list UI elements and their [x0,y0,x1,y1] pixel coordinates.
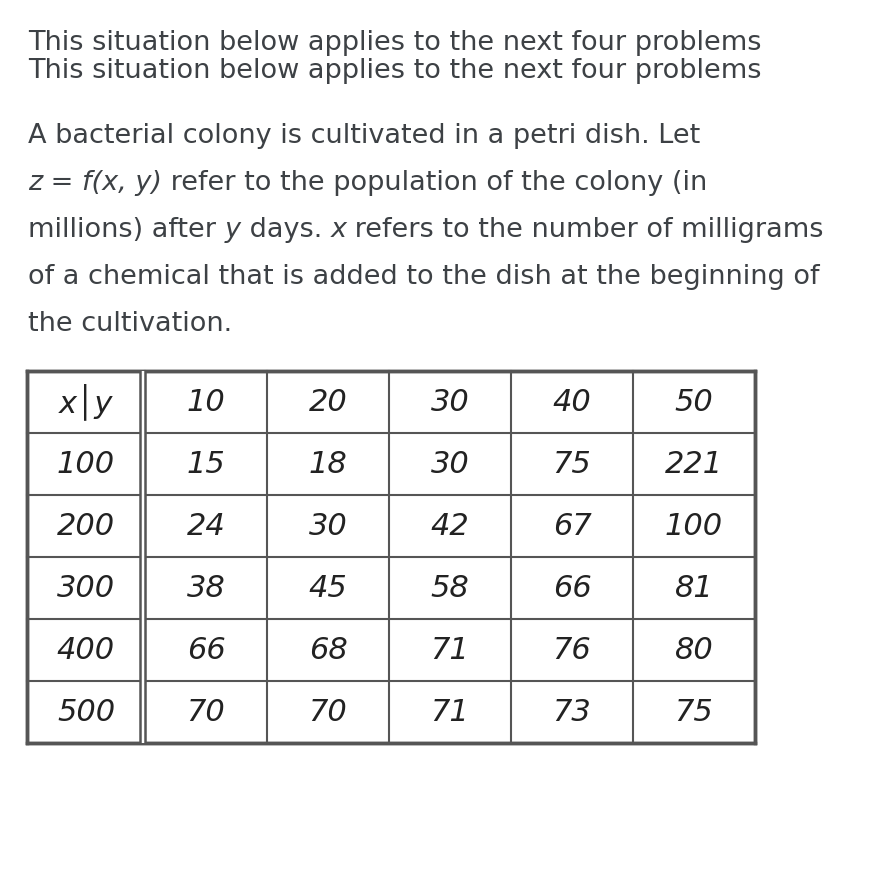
Text: 30: 30 [430,387,469,416]
Text: 10: 10 [187,387,225,416]
Text: 73: 73 [552,698,591,727]
Text: 66: 66 [187,635,225,664]
Text: millions) after: millions) after [28,217,224,243]
Text: y: y [224,217,241,243]
Text: 67: 67 [552,511,591,540]
Text: x: x [330,217,346,243]
Text: This situation below applies to the next four problems: This situation below applies to the next… [28,30,760,56]
Text: 20: 20 [308,387,347,416]
Text: 58: 58 [430,574,469,603]
Text: 30: 30 [308,511,347,540]
Text: 75: 75 [673,698,713,727]
Text: 70: 70 [187,698,225,727]
Text: =: = [43,170,83,196]
Bar [140,371,145,743]
Text: 18: 18 [308,450,347,479]
Text: 80: 80 [673,635,713,664]
Text: 71: 71 [430,635,469,664]
Text: 100: 100 [56,450,115,479]
Text: refer to the population of the colony (in: refer to the population of the colony (i… [162,170,706,196]
Text: x│y: x│y [59,384,113,421]
Text: 38: 38 [187,574,225,603]
Text: 24: 24 [187,511,225,540]
Text: A bacterial colony is cultivated in a petri dish. Let: A bacterial colony is cultivated in a pe… [28,123,700,149]
Text: 40: 40 [552,387,591,416]
Text: 300: 300 [56,574,115,603]
Text: 68: 68 [308,635,347,664]
Bar [27,371,754,743]
Text: 200: 200 [56,511,115,540]
Text: 71: 71 [430,698,469,727]
Text: refers to the number of milligrams: refers to the number of milligrams [346,217,823,243]
Text: 81: 81 [673,574,713,603]
Text: 400: 400 [56,635,115,664]
Text: of a chemical that is added to the dish at the beginning of: of a chemical that is added to the dish … [28,264,819,290]
Text: 100: 100 [664,511,722,540]
Text: 30: 30 [430,450,469,479]
Text: 42: 42 [430,511,469,540]
Text: z: z [28,170,43,196]
Text: days.: days. [241,217,330,243]
Text: 45: 45 [308,574,347,603]
Text: 500: 500 [56,698,115,727]
Text: 70: 70 [308,698,347,727]
Text: 66: 66 [552,574,591,603]
Text: 76: 76 [552,635,591,664]
Text: the cultivation.: the cultivation. [28,311,232,337]
Text: This situation below applies to the next four problems: This situation below applies to the next… [28,58,760,84]
Text: 75: 75 [552,450,591,479]
Text: f(x, y): f(x, y) [83,170,162,196]
Text: 221: 221 [664,450,722,479]
Text: 15: 15 [187,450,225,479]
Text: 50: 50 [673,387,713,416]
